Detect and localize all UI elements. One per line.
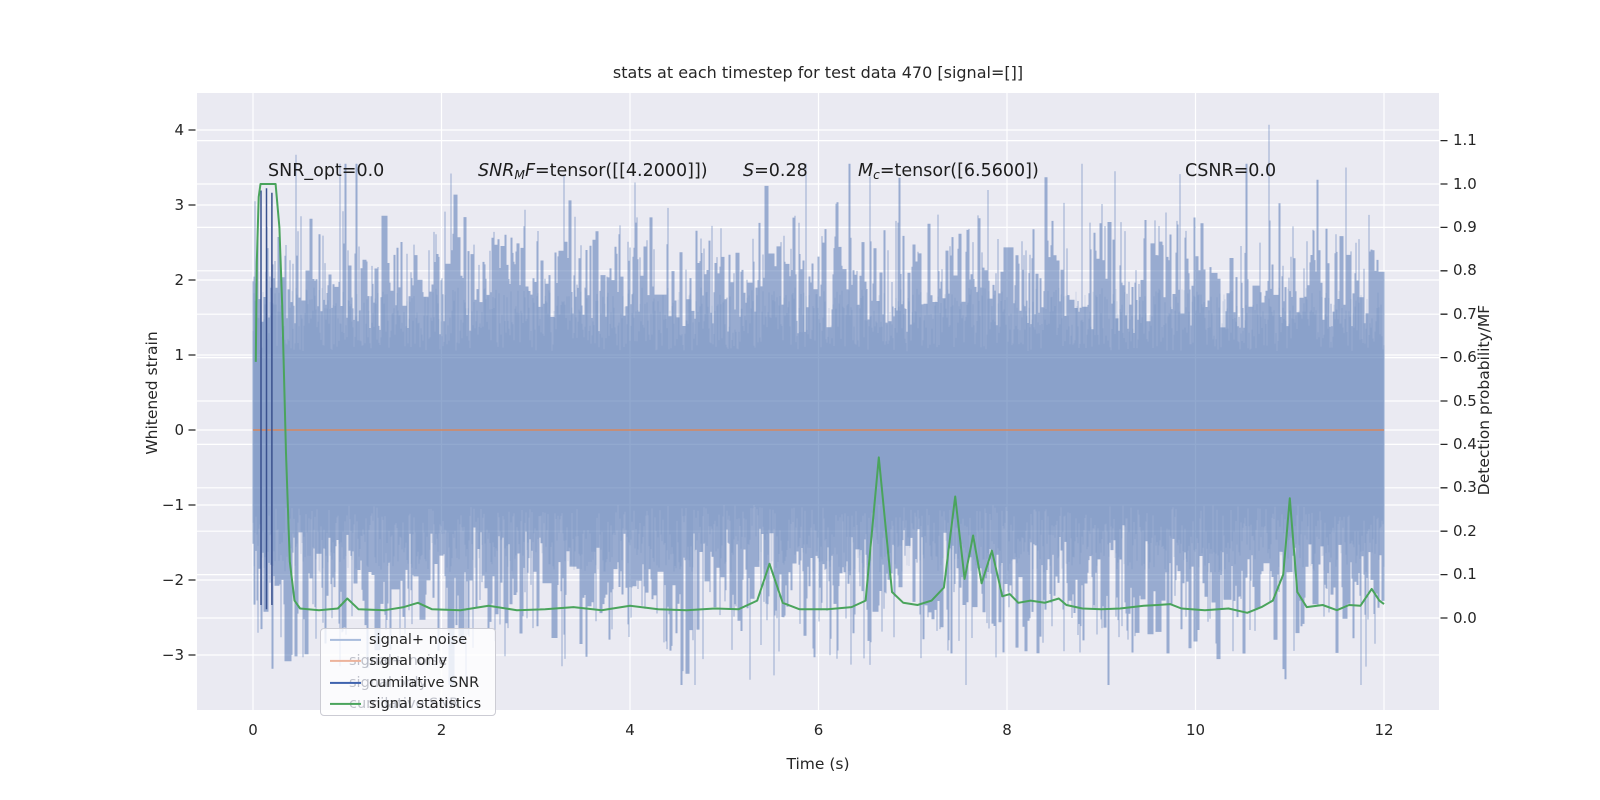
cumulative-snr-line-swatch (330, 681, 361, 684)
signal-only-line-swatch (330, 660, 361, 663)
chart-title: stats at each timestep for test data 470… (612, 63, 1024, 82)
legend-label: signal+ noise (369, 631, 468, 648)
signal-statistics-series (254, 183, 1385, 614)
x-tick-label: 6 (813, 721, 824, 739)
legend-ghost-label: signal+ noise (349, 653, 448, 669)
x-tick-label: 2 (436, 721, 447, 739)
y-right-axis-label: Detection probability/MF (1475, 304, 1493, 496)
annotation-mc: Mc=tensor([6.5600]) (858, 161, 1039, 183)
x-tick-label: 4 (625, 721, 635, 739)
y-right-tick-label: 0.6 (1453, 348, 1477, 367)
y-right-tick-label: 0.5 (1453, 391, 1477, 410)
tick-marks (188, 129, 1448, 656)
annotation-csnr: CSNR=0.0 (1185, 161, 1277, 181)
annotation-snr-opt: SNR_opt=0.0 (268, 161, 385, 181)
legend-label: cumilative SNR (369, 674, 480, 691)
y-right-tick-label: 1.0 (1453, 174, 1477, 193)
y-right-tick-label: 0.7 (1453, 304, 1477, 323)
y-right-tick-label: 0.0 (1453, 608, 1477, 627)
signal-noise-core (252, 287, 1385, 573)
annotation-snr-mf: SNRMF=tensor([[4.2000]]) (478, 161, 708, 183)
legend-item-signal-statistics: signal statistics (321, 694, 495, 716)
legend-label: signal only (369, 653, 448, 670)
legend-ghost-label: signal only (349, 674, 428, 691)
y-left-tick-label: 3 (174, 195, 184, 214)
x-tick-label: 0 (248, 721, 258, 739)
y-left-tick-label: 2 (174, 270, 184, 289)
x-tick-label: 12 (1374, 721, 1394, 739)
y-left-tick-label: 4 (174, 120, 184, 139)
signal-statistics-line-swatch (330, 703, 361, 706)
signal-noise-series (252, 124, 1385, 685)
annotation-s-stat: S=0.28 (743, 161, 808, 181)
y-right-tick-label: 0.4 (1453, 434, 1477, 453)
x-axis-label: Time (s) (786, 755, 850, 773)
legend-label: signal statistics (369, 696, 482, 713)
legend-item-signal-only: signal only (321, 651, 495, 673)
y-left-tick-label: −2 (161, 570, 184, 589)
y-left-tick-label: −1 (161, 495, 184, 514)
legend-item-signal-noise: signal+ noise (321, 629, 495, 651)
signal-noise-line-swatch (330, 638, 361, 641)
y-right-tick-label: 0.8 (1453, 261, 1477, 280)
x-tick-label: 8 (1002, 721, 1012, 739)
y-right-tick-label: 0.1 (1453, 565, 1477, 584)
y-left-tick-label: 1 (174, 345, 184, 364)
y-right-tick-label: 0.2 (1453, 521, 1477, 540)
legend-item-cumulative-snr: cumilative SNR (321, 672, 495, 694)
y-right-tick-label: 0.9 (1453, 217, 1477, 236)
y-right-tick-label: 0.3 (1453, 478, 1477, 497)
x-tick-label: 10 (1185, 721, 1206, 739)
y-left-tick-label: 0 (174, 420, 184, 439)
y-left-tick-label: −3 (161, 645, 184, 664)
legend: signal+ noise signal only cumilative SNR si… (320, 628, 496, 716)
y-right-tick-label: 1.1 (1453, 131, 1477, 150)
legend-ghost-label: cumilative SNR (349, 696, 460, 712)
